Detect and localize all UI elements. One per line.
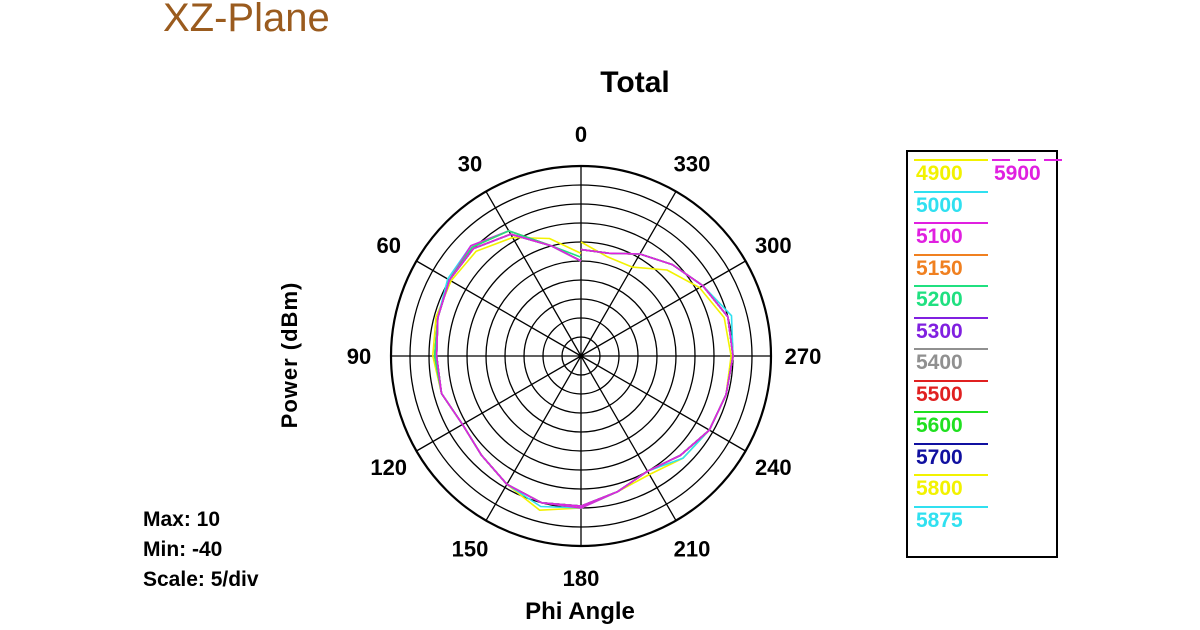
legend-label: 5400 bbox=[916, 351, 963, 374]
legend-item-5200: 5200 bbox=[914, 285, 988, 312]
grid-spoke bbox=[580, 355, 677, 521]
legend-label: 5300 bbox=[916, 319, 963, 343]
stat-max: Max: 10 bbox=[143, 508, 221, 531]
scale-stats: Max: 10 Min: -40 Scale: 5/div bbox=[143, 505, 259, 595]
legend-label: 5800 bbox=[916, 477, 963, 500]
legend-label: 5000 bbox=[916, 193, 963, 217]
angle-tick-label: 210 bbox=[674, 536, 711, 561]
chart-title: Total bbox=[600, 66, 670, 99]
stat-scale: Scale: 5/div bbox=[143, 568, 259, 591]
grid-spoke bbox=[580, 191, 677, 357]
legend-item-5875: 5875 bbox=[914, 505, 988, 533]
angle-tick-label: 90 bbox=[347, 344, 371, 369]
angle-tick-label: 240 bbox=[755, 455, 792, 480]
angle-tick-label: 180 bbox=[563, 566, 600, 591]
series-trace-5100 bbox=[433, 230, 734, 509]
legend-item-5100: 5100 bbox=[914, 222, 988, 249]
legend-item-5900: 5900 bbox=[992, 159, 1066, 186]
series-trace-4900 bbox=[431, 236, 732, 512]
angle-tick-label: 60 bbox=[376, 233, 400, 258]
series-trace-5900 bbox=[435, 233, 734, 507]
legend-label: 5100 bbox=[916, 225, 963, 248]
legend-label: 5900 bbox=[994, 162, 1041, 185]
legend-label: 5600 bbox=[916, 414, 963, 437]
angle-tick-label: 0 bbox=[575, 122, 587, 147]
angle-tick-label: 270 bbox=[785, 344, 822, 369]
legend-swatch bbox=[914, 222, 988, 224]
legend-swatch bbox=[914, 442, 988, 445]
stat-min: Min: -40 bbox=[143, 538, 223, 561]
grid-spoke bbox=[580, 260, 746, 357]
legend-swatch bbox=[914, 505, 988, 508]
legend-item-5000: 5000 bbox=[914, 190, 988, 218]
legend-item-4900: 4900 bbox=[914, 159, 988, 186]
angle-tick-label: 150 bbox=[452, 536, 489, 561]
legend-item-5150: 5150 bbox=[914, 253, 988, 281]
legend-item-5300: 5300 bbox=[914, 316, 988, 344]
legend-swatch bbox=[914, 379, 988, 382]
angle-tick-label: 330 bbox=[674, 152, 711, 177]
grid-spoke bbox=[416, 355, 582, 452]
legend-swatch bbox=[914, 190, 988, 193]
grid-spoke bbox=[580, 355, 746, 452]
angle-tick-label: 300 bbox=[755, 233, 792, 258]
series-trace-5000 bbox=[433, 230, 734, 509]
legend-swatch bbox=[914, 474, 988, 476]
grid-spoke bbox=[485, 355, 582, 521]
legend-swatch bbox=[914, 285, 988, 287]
legend-swatch bbox=[992, 159, 1066, 161]
page-title: XZ-Plane bbox=[163, 0, 330, 40]
legend-item-5400: 5400 bbox=[914, 348, 988, 375]
legend: 4900 5000 5100 5150 5200 5300 5400 5500 5600 5700… bbox=[906, 150, 1066, 558]
legend-swatch bbox=[914, 411, 988, 413]
grid-spoke bbox=[416, 260, 582, 357]
angle-tick-label: 120 bbox=[370, 455, 407, 480]
x-axis-label: Phi Angle bbox=[525, 598, 635, 625]
series-trace-5200 bbox=[433, 230, 734, 507]
legend-item-5500: 5500 bbox=[914, 379, 988, 407]
legend-label: 4900 bbox=[916, 162, 963, 185]
legend-swatch bbox=[914, 253, 988, 256]
legend-swatch bbox=[914, 316, 988, 319]
legend-label: 5875 bbox=[916, 508, 963, 532]
legend-item-5600: 5600 bbox=[914, 411, 988, 438]
polar-grid bbox=[389, 164, 773, 548]
legend-label: 5500 bbox=[916, 382, 963, 406]
legend-item-5700: 5700 bbox=[914, 442, 988, 470]
series-trace-5150 bbox=[433, 230, 734, 507]
legend-swatch bbox=[914, 348, 988, 350]
legend-swatch bbox=[914, 159, 988, 161]
angle-tick-label: 30 bbox=[458, 152, 482, 177]
series-traces bbox=[431, 230, 734, 512]
legend-label: 5150 bbox=[916, 256, 963, 280]
angle-tick-labels: 0 30 60 90 120 150 180 210 240 270 300 330 bbox=[347, 122, 822, 591]
legend-item-5800: 5800 bbox=[914, 474, 988, 501]
legend-label: 5700 bbox=[916, 445, 963, 469]
grid-spoke bbox=[485, 191, 582, 357]
legend-label: 5200 bbox=[916, 288, 963, 311]
